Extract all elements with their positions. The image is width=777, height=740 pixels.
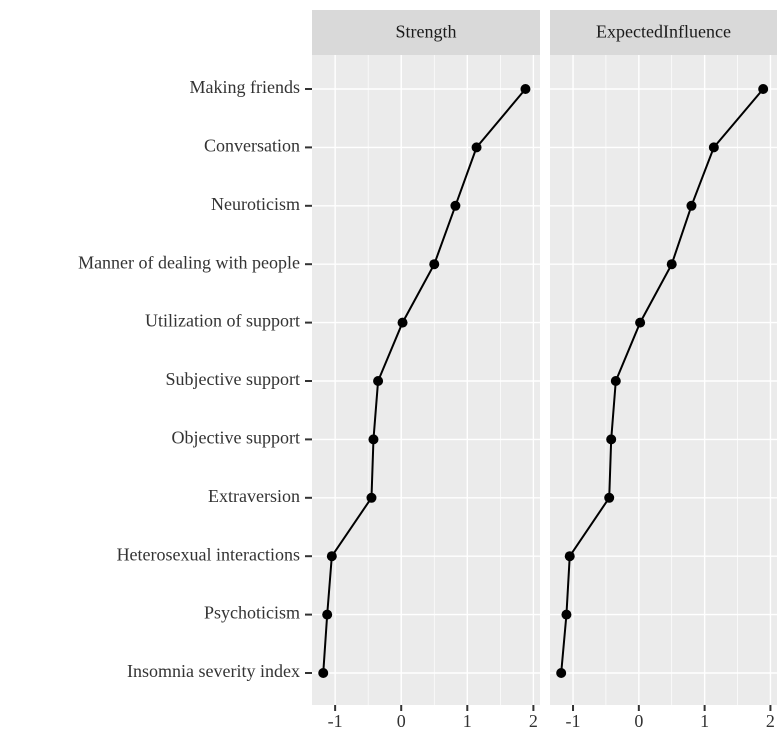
point: [606, 434, 617, 445]
point: [635, 317, 646, 328]
point: [322, 609, 333, 620]
y-tick-label: Neuroticism: [211, 194, 300, 214]
point: [610, 376, 621, 386]
y-tick-label: Extraversion: [208, 486, 300, 506]
y-tick-label: Heterosexual interactions: [117, 544, 300, 564]
x-tick-label: 1: [700, 711, 709, 731]
point: [520, 84, 531, 94]
point: [373, 376, 384, 386]
x-tick-label: 0: [397, 711, 406, 731]
point: [666, 259, 677, 270]
point: [708, 142, 719, 153]
point: [326, 551, 337, 562]
x-tick-label: 2: [529, 711, 538, 731]
point: [397, 317, 408, 328]
x-tick-label: 0: [634, 711, 643, 731]
y-tick-label: Making friends: [190, 77, 300, 97]
panel-background: [312, 55, 540, 705]
y-tick-label: Psychoticism: [204, 603, 300, 623]
point: [429, 259, 440, 270]
strip-label: Strength: [396, 22, 457, 42]
point: [450, 200, 461, 211]
strip: [312, 10, 540, 55]
point: [604, 492, 615, 503]
point: [366, 492, 377, 503]
point: [556, 668, 567, 678]
point: [368, 434, 379, 445]
x-tick-label: 2: [766, 711, 775, 731]
y-tick-label: Subjective support: [166, 369, 300, 389]
y-tick-label: Objective support: [172, 428, 300, 448]
x-tick-label: -1: [566, 711, 581, 731]
point: [318, 668, 329, 678]
x-tick-label: 1: [463, 711, 472, 731]
point: [561, 609, 572, 620]
point: [686, 200, 697, 211]
y-tick-label: Conversation: [204, 136, 300, 156]
y-tick-label: Insomnia severity index: [127, 661, 300, 681]
x-tick-label: -1: [328, 711, 343, 731]
strip-label: ExpectedInfluence: [596, 22, 731, 42]
point: [471, 142, 482, 153]
y-tick-label: Utilization of support: [145, 311, 300, 331]
point: [564, 551, 575, 562]
point: [758, 84, 769, 94]
strip: [550, 10, 777, 55]
panel-background: [550, 55, 777, 705]
y-tick-label: Manner of dealing with people: [78, 252, 300, 272]
